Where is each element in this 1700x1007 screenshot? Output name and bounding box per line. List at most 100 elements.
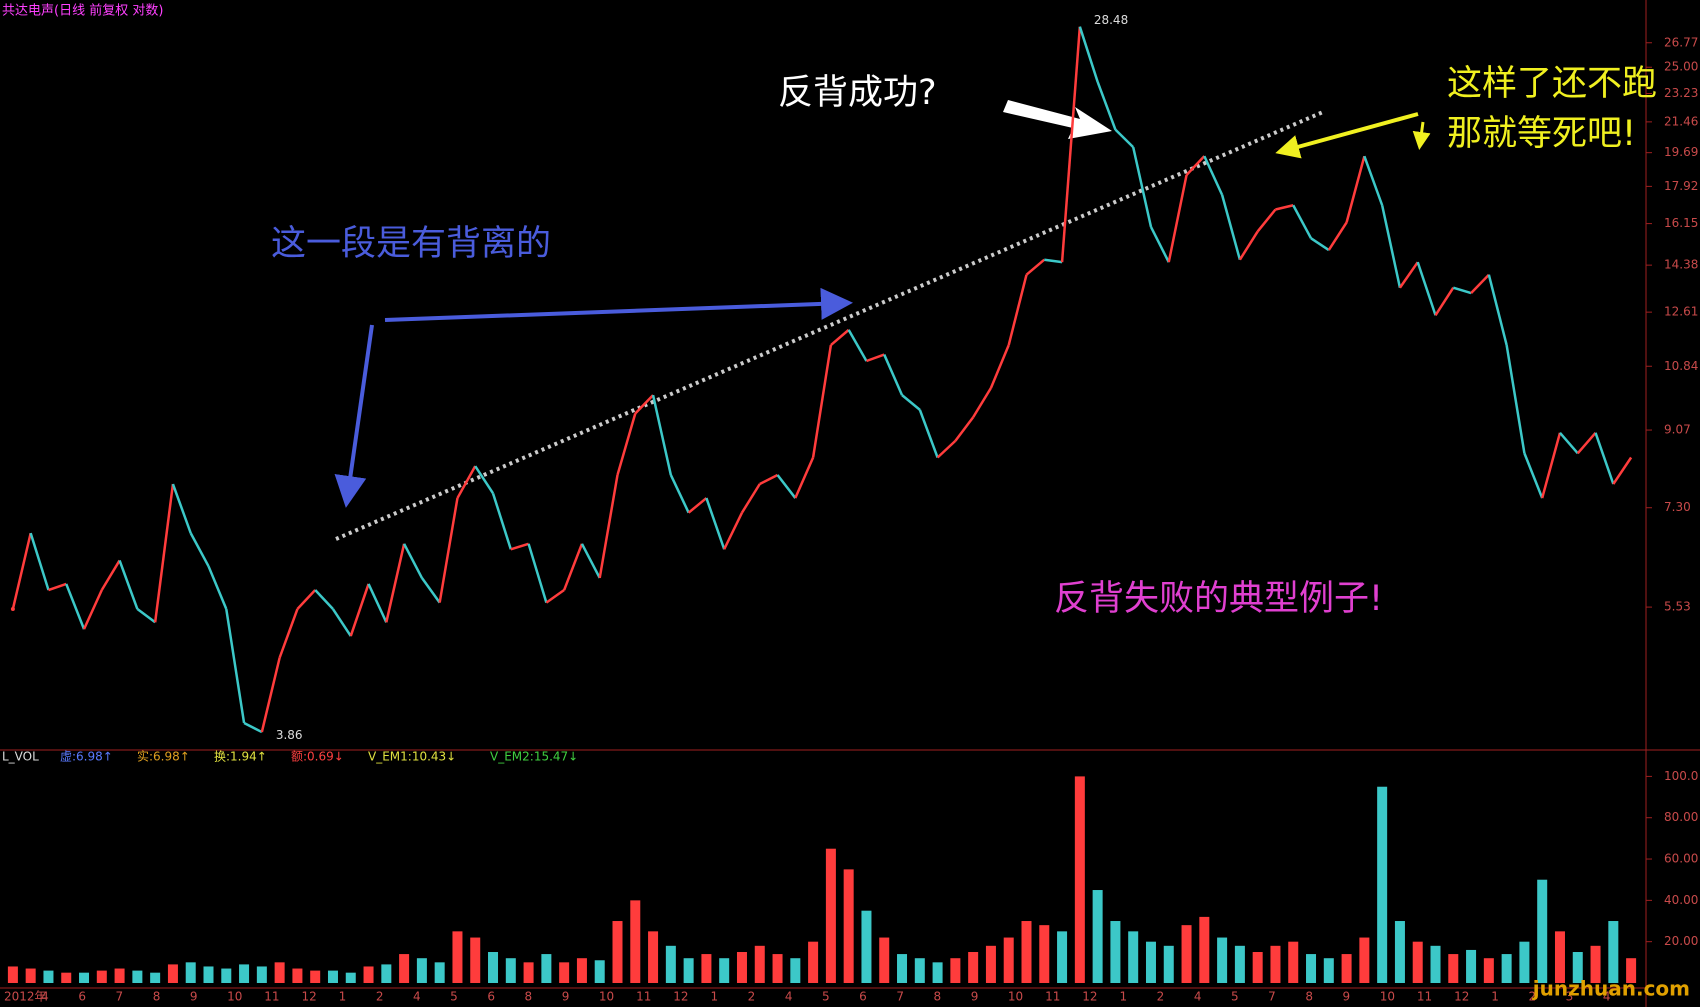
volume-bar	[1163, 945, 1174, 983]
price-segment	[1363, 155, 1384, 206]
annotation: 这样了还不跑	[1447, 64, 1657, 104]
x-tick-label: 1	[710, 990, 718, 1004]
volume-bar	[1181, 925, 1192, 983]
price-segment	[438, 497, 459, 603]
volume-bar	[363, 966, 374, 983]
volume-bar	[1359, 937, 1370, 983]
price-segment	[474, 465, 495, 495]
volume-bar	[345, 972, 356, 983]
price-segment	[901, 394, 921, 411]
arrow	[1003, 100, 1112, 139]
price-segment	[972, 387, 993, 418]
volume-bar	[292, 968, 303, 983]
price-segment	[1452, 286, 1472, 295]
price-segment	[598, 474, 619, 579]
volume-bar	[1270, 945, 1281, 983]
arrow	[334, 324, 374, 508]
volume-bar	[1092, 890, 1103, 983]
volume-bar	[1110, 921, 1121, 983]
volume-bar	[541, 954, 552, 983]
volume-bar	[630, 900, 641, 983]
volume-bar	[1394, 921, 1405, 983]
price-segment	[562, 543, 584, 591]
volume-bar	[114, 968, 125, 983]
price-segment	[1114, 128, 1135, 148]
volume-bar	[559, 962, 570, 983]
volume-bar	[914, 958, 925, 983]
indicator: 换:1.94↑	[214, 750, 267, 764]
price-segment	[830, 328, 850, 347]
x-tick-label: 2012年	[4, 990, 47, 1004]
volume-bar	[1466, 949, 1477, 983]
volume-bar	[61, 972, 72, 983]
volume-bar	[310, 970, 321, 983]
volume-bar	[1554, 931, 1565, 983]
volume-title: L_VOL	[2, 750, 39, 764]
y-tick-label: 60.00	[1664, 852, 1698, 866]
price-segment	[1167, 174, 1188, 263]
price-segment	[740, 483, 761, 514]
volume-bar	[96, 970, 107, 983]
price-segment	[776, 474, 797, 499]
price-segment	[118, 560, 139, 610]
volume-bar	[381, 964, 392, 983]
volume-bar	[203, 966, 214, 983]
x-tick-label: 4	[41, 990, 49, 1004]
x-tick-label: 7	[896, 990, 904, 1004]
price-segment	[385, 543, 406, 623]
volume-bar	[239, 964, 250, 983]
price-segment	[403, 543, 423, 579]
volume-bar	[1074, 776, 1085, 983]
y-tick-label: 17.92	[1664, 179, 1698, 193]
price-segment	[29, 532, 50, 591]
price-segment	[189, 532, 210, 567]
x-tick-label: 5	[450, 990, 458, 1004]
y-tick-label: 21.46	[1664, 114, 1698, 128]
annotation: 反背失败的典型例子!	[1054, 579, 1383, 619]
volume-bar	[505, 958, 516, 983]
x-tick-label: 5	[822, 990, 830, 1004]
x-tick-label: 12	[301, 990, 316, 1004]
volume-bar	[1341, 954, 1352, 983]
price-segment	[1380, 204, 1402, 288]
low-label: 3.86	[276, 728, 303, 742]
volume-bar	[1252, 952, 1263, 983]
volume-bar	[434, 962, 445, 983]
volume-bar	[932, 962, 943, 983]
price-segment	[1559, 431, 1579, 455]
x-tick-label: 11	[1045, 990, 1060, 1004]
price-segment	[100, 559, 121, 591]
x-tick-label: 6	[859, 990, 867, 1004]
price-segment	[420, 577, 441, 604]
volume-bar	[772, 954, 783, 983]
volume-bar	[1412, 941, 1423, 983]
price-segment	[1612, 456, 1633, 485]
price-segment	[1310, 237, 1330, 252]
price-segment	[883, 354, 904, 396]
volume-bar	[879, 937, 890, 983]
price-segment	[171, 483, 192, 534]
price-segment	[1345, 155, 1366, 223]
x-tick-label: 11	[636, 990, 651, 1004]
price-segment	[580, 543, 601, 579]
x-tick-label: 9	[562, 990, 570, 1004]
price-segment	[1327, 221, 1348, 251]
price-segment	[1256, 208, 1277, 233]
y-tick-label: 12.61	[1664, 305, 1698, 319]
price-segment	[260, 657, 281, 733]
x-tick-label: 4	[413, 990, 421, 1004]
volume-bar	[1483, 958, 1494, 983]
price-segment	[616, 413, 637, 476]
volume-bar	[825, 848, 836, 983]
price-segment	[1238, 230, 1259, 261]
x-tick-label: 2	[1157, 990, 1165, 1004]
volume-bar	[736, 952, 747, 983]
annotation: 这一段是有背离的	[271, 224, 551, 264]
annotation: 反背成功?	[778, 73, 937, 113]
price-segment	[527, 543, 548, 603]
volume-bar	[1537, 879, 1548, 983]
price-segment	[225, 608, 246, 724]
volume-bar	[719, 958, 730, 983]
arrow	[384, 287, 853, 322]
